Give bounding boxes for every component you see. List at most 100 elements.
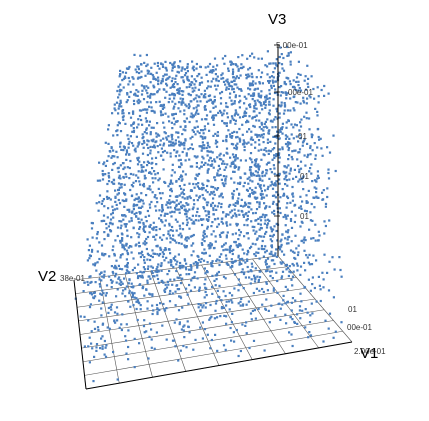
data-point [291,150,294,153]
data-point [234,159,237,162]
data-point [182,170,185,173]
data-point [230,115,234,118]
data-point [132,304,135,307]
data-point [222,139,225,142]
data-point [171,229,174,232]
data-point [308,228,311,231]
data-point [200,149,203,152]
data-point [110,308,113,311]
data-point [195,165,198,168]
data-point [191,147,195,151]
data-point [143,259,146,262]
data-point [257,163,260,166]
data-point [313,186,316,189]
data-point [235,136,238,139]
data-point [273,118,276,121]
data-point [278,55,281,59]
data-point [278,148,281,151]
data-point [297,84,300,87]
data-point [151,271,154,275]
data-point [89,303,92,306]
data-point [272,200,275,203]
data-point [204,290,207,294]
data-point [264,251,267,254]
data-point [153,252,157,255]
data-point [255,114,258,117]
data-point [225,88,228,91]
data-point [121,237,124,240]
data-point [158,192,162,195]
data-point [163,289,166,292]
data-point [270,246,274,249]
data-point [271,235,274,238]
data-point [126,99,129,102]
data-point [183,120,186,123]
data-point [114,264,117,267]
data-point [156,307,159,310]
data-point [204,118,207,121]
data-point [144,225,147,228]
data-point [249,152,253,155]
data-point [159,246,162,249]
data-point [102,214,106,217]
data-point [109,305,112,309]
data-point [314,223,317,226]
data-point [201,243,204,246]
data-point [146,300,149,303]
data-point [92,263,95,266]
data-point [150,66,153,69]
data-point [308,117,311,120]
data-point [165,138,169,141]
data-point [182,128,185,131]
data-point [143,185,146,188]
data-point [254,160,257,163]
data-point [199,304,202,307]
data-point [242,205,245,208]
data-point [293,123,297,126]
data-point [115,306,119,309]
data-point [249,54,252,58]
data-point [246,249,249,252]
data-point [268,161,271,164]
data-point [216,131,219,134]
data-point [238,228,241,232]
data-point [198,258,201,261]
data-point [149,145,152,148]
data-point [245,188,249,191]
data-point [183,109,186,112]
data-point [276,130,279,133]
data-point [120,232,123,235]
data-point [173,149,176,152]
data-point [189,264,192,267]
data-point [163,309,167,312]
data-point [194,261,197,264]
data-point [254,211,257,215]
data-point [169,289,172,293]
data-point [125,244,128,247]
data-point [216,174,219,177]
data-point [198,196,201,199]
data-point [124,265,127,268]
data-point [322,278,325,281]
data-point [218,263,221,267]
data-point [202,206,205,209]
data-point [166,280,169,283]
data-point [299,265,303,268]
data-point [169,155,172,158]
data-point [244,114,247,117]
data-point [198,215,201,218]
data-point [125,258,128,261]
data-point [204,210,207,213]
data-point [134,197,137,200]
data-point [295,135,298,138]
data-point [183,258,186,261]
data-point [167,283,170,286]
data-point [178,89,181,92]
data-point [152,226,156,229]
data-point [158,308,161,312]
data-point [135,193,138,196]
data-point [202,218,205,221]
data-point [108,150,111,153]
data-point [299,292,302,295]
data-point [237,69,240,72]
